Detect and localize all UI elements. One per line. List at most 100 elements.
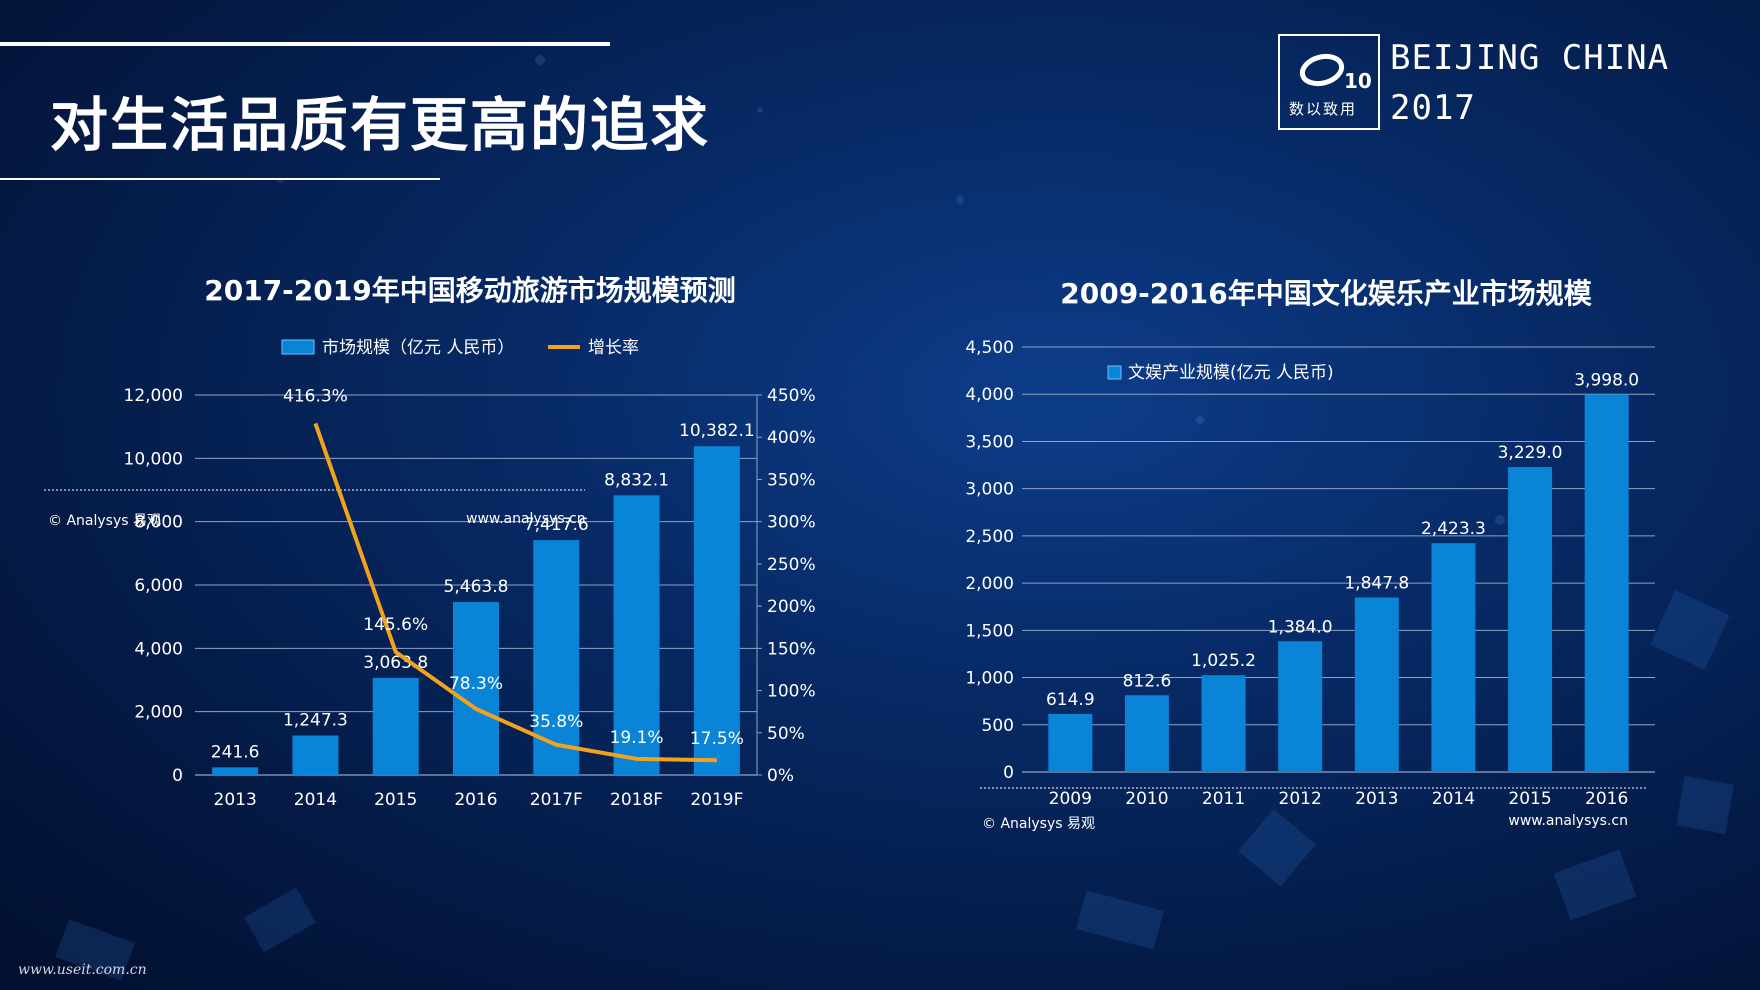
chart1-growth-label: 145.6% bbox=[363, 615, 428, 635]
chart1-y2-tick-label: 50% bbox=[767, 724, 805, 744]
chart1-y-axis: 0 2,000 4,000 6,000 8,000 10,000 12,000 bbox=[124, 386, 183, 786]
chart1-y2-tick-label: 400% bbox=[767, 428, 816, 448]
chart1-y2-tick-label: 200% bbox=[767, 597, 816, 617]
chart1-bar bbox=[292, 735, 339, 775]
chart1-bar-label: 8,832.1 bbox=[604, 470, 669, 490]
chart2-bar-label: 614.9 bbox=[1046, 690, 1095, 710]
chart2-bar bbox=[1201, 675, 1246, 772]
chart2-x-tick-label: 2010 bbox=[1125, 789, 1168, 809]
chart2-bar bbox=[1584, 394, 1629, 772]
chart1-y-tick-label: 2,000 bbox=[134, 703, 183, 723]
logo: 10 数以致用 bbox=[1278, 34, 1380, 130]
chart1-y-tick-label: 4,000 bbox=[134, 639, 183, 659]
chart2-bar bbox=[1508, 467, 1553, 772]
chart1-growth-polyline bbox=[313, 422, 717, 763]
chart2-bar-label: 1,384.0 bbox=[1268, 617, 1333, 637]
chart2-legend-label: 文娱产业规模(亿元 人民币) bbox=[1128, 363, 1334, 383]
chart1-x-tick-label: 2014 bbox=[294, 790, 337, 810]
chart1-y-tick-label: 10,000 bbox=[124, 449, 183, 469]
chart2-y-tick-label: 2,000 bbox=[965, 574, 1014, 594]
chart2-bar bbox=[1354, 597, 1399, 772]
chart1-source-left: © Analysys 易观 bbox=[48, 513, 161, 529]
chart1-growth-label: 78.3% bbox=[449, 674, 503, 694]
top-rule bbox=[0, 42, 610, 46]
chart1-bar bbox=[453, 601, 499, 775]
chart1-source-right: www.analysys.cn bbox=[466, 511, 586, 527]
culture-entertainment-chart: 2009-2016年中国文化娱乐产业市场规模 0 500 1,000 1,500 2,0… bbox=[965, 277, 1655, 832]
chart1-y-tick-label: 0 bbox=[172, 766, 183, 786]
chart2-bar-label: 2,423.3 bbox=[1421, 519, 1486, 539]
chart2-source-right: www.analysys.cn bbox=[1508, 813, 1628, 829]
chart1-bar bbox=[693, 446, 740, 775]
chart1-growth-label: 35.8% bbox=[529, 712, 583, 732]
chart2-x-tick-label: 2011 bbox=[1202, 789, 1245, 809]
chart1-bar bbox=[613, 495, 660, 775]
chart1-x-tick-label: 2017F bbox=[530, 790, 583, 810]
mobile-travel-chart: 2017-2019年中国移动旅游市场规模预测 市场规模（亿元 人民币） 增长率 … bbox=[44, 274, 816, 810]
brand-line-1: BEIJING CHINA bbox=[1390, 38, 1670, 78]
chart1-y-tick-label: 6,000 bbox=[134, 576, 183, 596]
chart1-bars: 241.6 1,247.3 3,063.8 5,463.8 7,417.6 8,832.1… bbox=[211, 421, 755, 775]
chart1-bar bbox=[533, 540, 580, 775]
chart2-y-tick-label: 500 bbox=[982, 716, 1014, 736]
chart2-bar-label: 3,998.0 bbox=[1574, 370, 1639, 390]
chart1-growth-label: 19.1% bbox=[610, 728, 664, 748]
footer-url: www.useit.com.cn bbox=[18, 962, 147, 978]
logo-mark-icon: 10 bbox=[1299, 53, 1372, 93]
chart1-y2-tick-label: 450% bbox=[767, 386, 816, 406]
chart1-y2-tick-label: 350% bbox=[767, 470, 816, 490]
chart1-y-tick-label: 12,000 bbox=[124, 386, 183, 406]
chart1-growth-line: 416.3% 145.6% 78.3% 35.8% 19.1% 17.5% bbox=[283, 386, 744, 763]
chart1-legend-bar-swatch bbox=[281, 339, 315, 355]
chart1-y-tick-label: 8,000 bbox=[134, 513, 183, 533]
chart1-bar-label: 10,382.1 bbox=[679, 421, 755, 441]
chart2-y-axis: 0 500 1,000 1,500 2,000 2,500 3,000 3,500 4,000 4… bbox=[965, 338, 1014, 783]
chart1-bar-label: 1,247.3 bbox=[283, 711, 348, 731]
chart2-y-tick-label: 3,000 bbox=[965, 480, 1014, 500]
chart2-x-tick-label: 2012 bbox=[1279, 789, 1322, 809]
brand-line-2: 2017 bbox=[1390, 88, 1476, 128]
chart2-x-tick-label: 2016 bbox=[1585, 789, 1628, 809]
chart1-x-tick-label: 2013 bbox=[214, 790, 257, 810]
chart1-y2-tick-label: 100% bbox=[767, 682, 816, 702]
chart1-y2-tick-label: 300% bbox=[767, 513, 816, 533]
logo-text: 数以致用 bbox=[1289, 100, 1358, 118]
chart2-title: 2009-2016年中国文化娱乐产业市场规模 bbox=[1060, 277, 1592, 310]
chart2-x-tick-label: 2015 bbox=[1508, 789, 1551, 809]
bottom-rule bbox=[0, 178, 440, 180]
chart1-bar-label: 241.6 bbox=[211, 742, 260, 762]
chart2-y-tick-label: 2,500 bbox=[965, 527, 1014, 547]
page-title: 对生活品质有更高的追求 bbox=[50, 91, 711, 159]
chart1-bar-label: 5,463.8 bbox=[444, 577, 509, 597]
chart1-x-tick-label: 2018F bbox=[610, 790, 663, 810]
chart2-source-left: © Analysys 易观 bbox=[982, 816, 1095, 832]
chart2-y-tick-label: 3,500 bbox=[965, 432, 1014, 452]
chart1-growth-label: 416.3% bbox=[283, 386, 348, 406]
chart1-x-tick-label: 2019F bbox=[690, 790, 743, 810]
chart2-bar bbox=[1048, 713, 1093, 772]
chart1-y2-tick-label: 150% bbox=[767, 639, 816, 659]
chart2-y-tick-label: 1,500 bbox=[965, 621, 1014, 641]
chart2-x-axis: 2009 2010 2011 2012 2013 2014 2015 2016 bbox=[1049, 789, 1629, 809]
logo-mark-text: 10 bbox=[1344, 69, 1372, 93]
chart1-bar-label: 3,063.8 bbox=[363, 653, 428, 673]
chart2-legend-swatch bbox=[1107, 365, 1122, 380]
chart2-bar bbox=[1124, 695, 1169, 772]
chart2-bar-label: 1,847.8 bbox=[1344, 573, 1409, 593]
chart2-bar-label: 812.6 bbox=[1123, 671, 1172, 691]
chart2-x-tick-label: 2013 bbox=[1355, 789, 1398, 809]
chart1-legend-line-label: 增长率 bbox=[588, 338, 639, 358]
chart2-x-tick-label: 2014 bbox=[1432, 789, 1475, 809]
chart2-gridlines bbox=[1022, 346, 1655, 773]
chart1-x-tick-label: 2016 bbox=[454, 790, 497, 810]
chart2-bar-label: 1,025.2 bbox=[1191, 651, 1256, 671]
chart1-x-tick-label: 2015 bbox=[374, 790, 417, 810]
chart2-y-tick-label: 4,500 bbox=[965, 338, 1014, 358]
chart1-y2-axis: 0% 50% 100% 150% 200% 250% 300% 350% 400% 450% bbox=[757, 386, 816, 786]
chart1-legend-bar-label: 市场规模（亿元 人民币） bbox=[322, 338, 514, 358]
chart1-growth-label: 17.5% bbox=[690, 729, 744, 749]
chart1-y2-tick-label: 0% bbox=[767, 766, 794, 786]
chart2-y-tick-label: 1,000 bbox=[965, 669, 1014, 689]
chart2-x-tick-label: 2009 bbox=[1049, 789, 1092, 809]
chart1-x-axis: 2013 2014 2015 2016 2017F 2018F 2019F bbox=[214, 790, 744, 810]
